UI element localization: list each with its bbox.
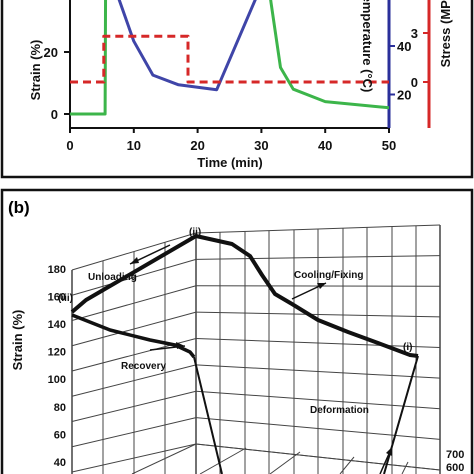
grid-line xyxy=(401,461,409,474)
strain-tick-labels-3d: 40 60 80 100 120 140 160 180 xyxy=(48,264,66,469)
3d-grid xyxy=(71,224,441,474)
series-lines xyxy=(70,0,390,116)
unloading-arrow-head xyxy=(130,257,139,264)
panel-a-frame xyxy=(0,0,474,179)
stress-axis-label: Stress (MPa) xyxy=(438,0,453,67)
z-tick-label-5: 140 xyxy=(48,319,66,331)
grid-line xyxy=(269,451,301,474)
recovery-arrow-head xyxy=(176,342,185,349)
stress-series-line xyxy=(70,34,389,84)
grid-line xyxy=(131,443,197,474)
strain-axis-label: Strain (%) xyxy=(28,40,43,101)
temperature-axis-label: Temperature (°C) xyxy=(360,0,375,92)
strain-tick-labels: 0 20 xyxy=(44,45,70,122)
z-tick-label-7: 180 xyxy=(48,264,66,276)
grid-line xyxy=(339,456,355,474)
x-tick-label-0: 0 xyxy=(66,138,73,153)
strain-tick-label-0: 0 xyxy=(51,107,58,122)
annotation-ii: (ii) xyxy=(189,227,201,238)
x-tick-label-2: 20 xyxy=(190,138,204,153)
deformation-arrow-head xyxy=(386,447,392,456)
annotation-cooling-fixing: Cooling/Fixing xyxy=(294,270,363,281)
strain-curve-3d xyxy=(70,234,419,358)
depth-tick-label-0: 600 xyxy=(446,462,464,474)
stress-tick-label-1: 3 xyxy=(411,26,418,41)
z-tick-label-2: 80 xyxy=(54,402,66,414)
annotation-i: (i) xyxy=(403,342,412,353)
annotation-recovery: Recovery xyxy=(121,361,166,372)
x-tick-label-3: 30 xyxy=(254,138,268,153)
stress-tick-label-0: 0 xyxy=(411,75,418,90)
deformation-line xyxy=(383,355,419,474)
z-axis-label: Strain (%) xyxy=(10,310,25,371)
z-tick-label-1: 60 xyxy=(54,429,66,441)
x-tick-label-5: 50 xyxy=(382,138,396,153)
z-tick-label-6: 160 xyxy=(48,291,66,303)
grid-line xyxy=(199,447,247,474)
cooling-arrow-head xyxy=(317,283,326,289)
panel-b-label: (b) xyxy=(8,198,30,217)
depth-tick-label-1: 700 xyxy=(446,449,464,461)
recovery-drop-line xyxy=(193,356,223,474)
x-tick-labels: 0 10 20 30 40 50 xyxy=(66,128,396,153)
temperature-tick-label-1: 40 xyxy=(397,39,411,54)
recovery-curve xyxy=(71,313,196,359)
temperature-tick-label-0: 20 xyxy=(397,88,411,103)
annotation-iii: (iii) xyxy=(58,293,73,304)
annotation-deformation: Deformation xyxy=(310,405,369,416)
z-tick-label-3: 100 xyxy=(48,374,66,386)
x-tick-label-4: 40 xyxy=(318,138,332,153)
panel-a-plot-area xyxy=(69,0,390,129)
stress-tick-labels: 03 xyxy=(411,26,429,90)
z-tick-label-4: 120 xyxy=(48,347,66,359)
x-tick-label-1: 10 xyxy=(127,138,141,153)
grid-line xyxy=(195,443,441,471)
z-tick-label-0: 40 xyxy=(54,457,66,469)
strain-tick-label-1: 20 xyxy=(44,45,58,60)
x-axis-label: Time (min) xyxy=(197,155,263,170)
temperature-series-line xyxy=(117,0,257,92)
annotation-unloading: Unloading xyxy=(88,272,137,283)
panel-b-frame xyxy=(0,188,474,474)
